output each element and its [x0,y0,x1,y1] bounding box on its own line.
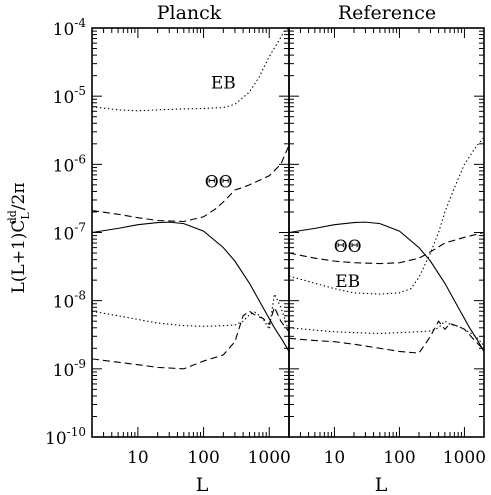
panel-planck: EB ΘΘ 10 100 1000 Planck L [91,2,291,495]
panel-reference: ΘΘ EB 10 100 1000 Reference L [288,2,486,495]
x-tick-label: 100 [187,448,219,468]
annotation-label: EB [335,272,360,292]
series-line-dashed-4 [288,320,485,354]
series-line-dotted-3 [288,320,485,346]
x-tick-label: 1000 [443,448,486,468]
x-axis-label-planck: L [196,474,209,495]
x-tick-label: 10 [324,448,346,468]
series-line-dotted-3 [91,292,290,332]
annotation-label: ΘΘ [334,237,362,257]
y-tick-label: 10-5 [53,84,86,108]
y-axis-label: L(L+1)CLdd/2π [6,182,32,293]
series-line-dotted-2 [288,136,485,295]
x-axis-label-reference: L [375,474,388,495]
y-axis-ticklabels: 10-10 10-9 10-8 10-7 10-6 10-5 10-4 [45,16,86,449]
x-tick-label: 10 [127,448,149,468]
series-line-solid-0 [91,221,290,352]
y-tick-label: 10-4 [53,16,87,40]
annotation-label: ΘΘ [205,172,233,192]
plot-frame [91,27,290,438]
series-line-solid-0 [288,221,485,352]
x-tick-label: 100 [383,448,415,468]
series-line-dashed-4 [91,305,290,370]
series-line-dashed-1 [288,231,485,265]
series-line-dotted-1 [91,27,290,112]
y-tick-label: 10-10 [45,425,86,449]
y-tick-label: 10-7 [53,221,86,245]
annotation-label: EB [211,73,236,93]
y-tick-label: 10-8 [53,289,86,313]
plot-frame [288,27,485,438]
series-line-dashed-2 [91,145,290,223]
panel-title-planck: Planck [157,2,222,24]
y-tick-label: 10-9 [53,357,86,381]
panel-title-reference: Reference [338,2,436,24]
x-tick-label: 1000 [248,448,291,468]
y-tick-label: 10-6 [53,152,86,176]
